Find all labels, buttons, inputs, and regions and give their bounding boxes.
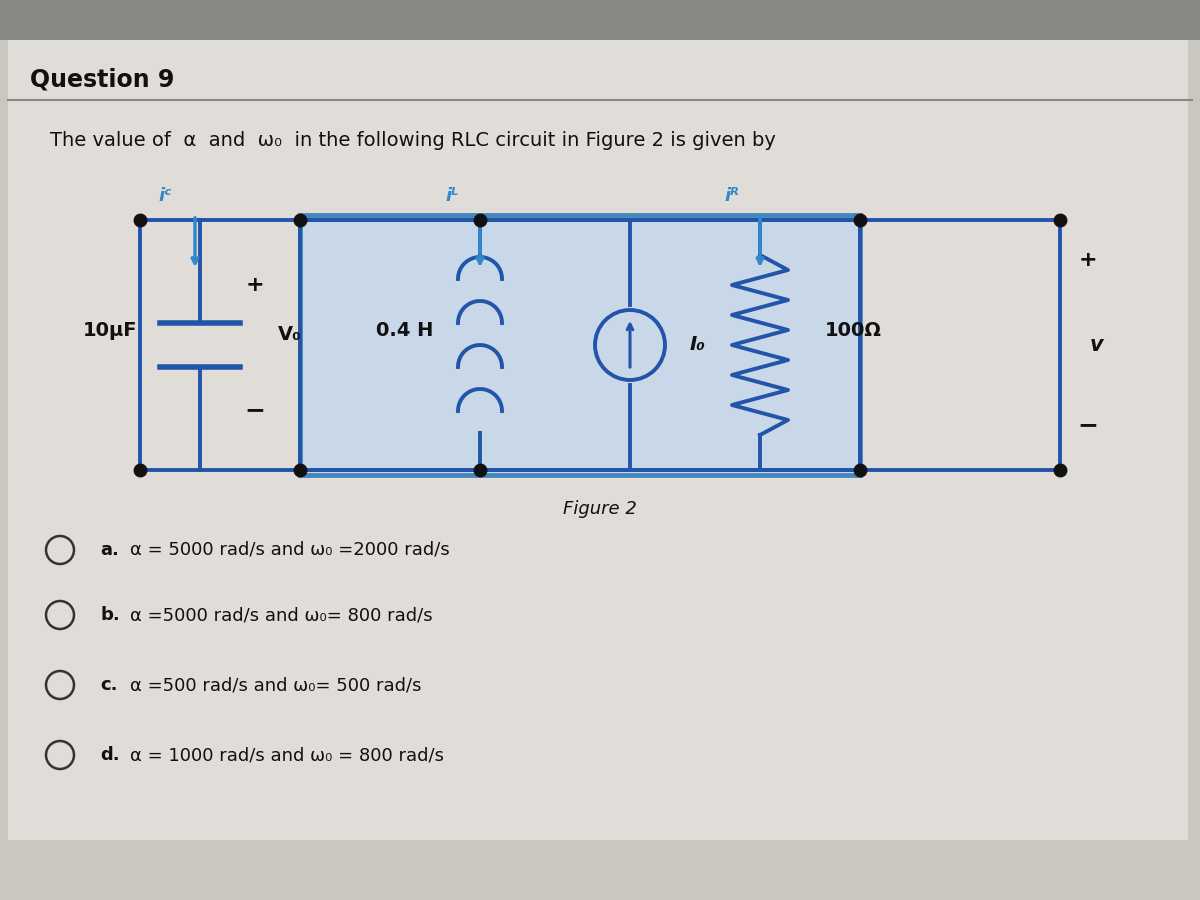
Text: 100Ω: 100Ω: [826, 320, 882, 339]
Text: +: +: [1079, 250, 1097, 270]
Text: α = 5000 rad/s and ω₀ =2000 rad/s: α = 5000 rad/s and ω₀ =2000 rad/s: [130, 541, 450, 559]
Text: +: +: [246, 275, 264, 295]
Text: c.: c.: [100, 676, 118, 694]
Text: v: v: [1090, 335, 1104, 355]
FancyBboxPatch shape: [8, 40, 1188, 840]
Text: Question 9: Question 9: [30, 68, 174, 92]
Text: −: −: [1078, 413, 1098, 437]
Text: α =500 rad/s and ω₀= 500 rad/s: α =500 rad/s and ω₀= 500 rad/s: [130, 676, 421, 694]
Text: iᶜ: iᶜ: [158, 187, 172, 205]
Text: 10μF: 10μF: [83, 320, 137, 339]
Text: iᴸ: iᴸ: [445, 187, 458, 205]
Text: 0.4 H: 0.4 H: [377, 320, 433, 339]
Text: Figure 2: Figure 2: [563, 500, 637, 518]
Text: a.: a.: [100, 541, 119, 559]
FancyBboxPatch shape: [0, 0, 1200, 40]
FancyBboxPatch shape: [300, 215, 860, 475]
Text: The value of  α  and  ω₀  in the following RLC circuit in Figure 2 is given by: The value of α and ω₀ in the following R…: [50, 130, 776, 149]
Text: α = 1000 rad/s and ω₀ = 800 rad/s: α = 1000 rad/s and ω₀ = 800 rad/s: [130, 746, 444, 764]
Text: d.: d.: [100, 746, 120, 764]
Text: −: −: [245, 398, 265, 422]
Text: α =5000 rad/s and ω₀= 800 rad/s: α =5000 rad/s and ω₀= 800 rad/s: [130, 606, 433, 624]
Text: I₀: I₀: [690, 336, 706, 355]
Text: iᴿ: iᴿ: [725, 187, 739, 205]
Text: b.: b.: [100, 606, 120, 624]
Text: V₀: V₀: [278, 326, 302, 345]
